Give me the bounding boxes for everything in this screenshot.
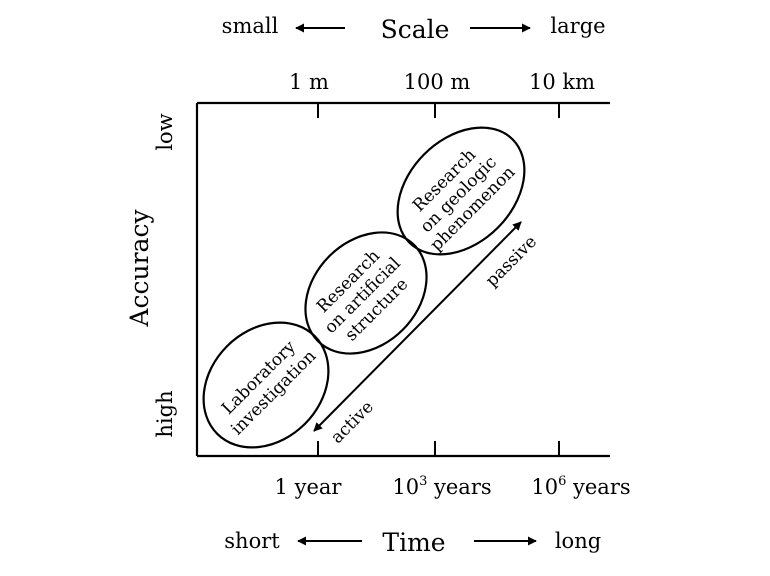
time-tick-label: 103 years [392,474,491,499]
accuracy-low-label: low [153,113,177,150]
active-passive-arrow [313,221,522,432]
scale-title: Scale [381,15,450,44]
active-label: active [327,397,378,448]
time-title: Time [382,528,445,557]
scale-large-label: large [550,14,605,38]
accuracy-title: Accuracy [125,209,154,328]
accuracy-high-label: high [153,390,177,437]
time-tick-label: 1 year [275,475,343,499]
region-label-laboratory: Laboratory investigation [218,337,320,439]
time-long-label: long [555,529,601,553]
scale-tick-label: 1 m [289,70,329,94]
passive-label: passive [482,232,541,291]
time-tick-label: 106 years [531,474,630,499]
region-label-artificial-structure: Research on artificial structure [313,246,412,345]
scale-small-label: small [222,14,279,38]
time-short-label: short [224,529,280,553]
region-label-geologic-phenomenon: Research on geologic phenomenon [409,145,519,255]
scale-tick-label: 10 km [529,70,595,94]
scale-tick-label: 100 m [404,70,471,94]
